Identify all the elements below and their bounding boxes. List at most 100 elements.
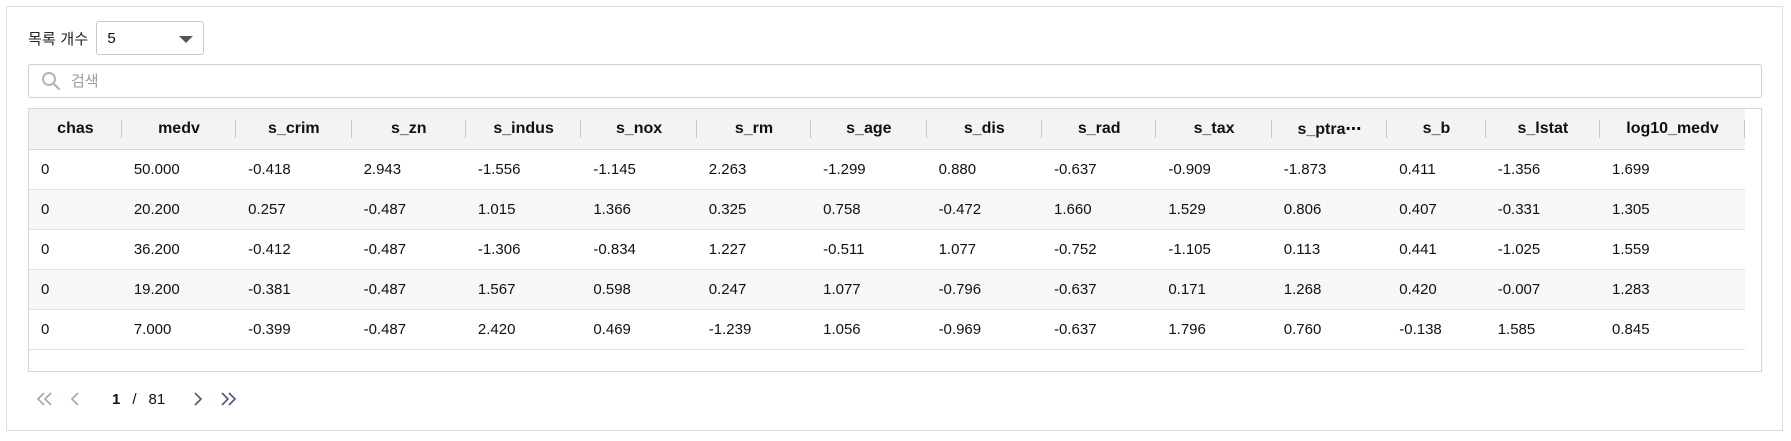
table-cell: 1.585 (1497, 320, 1536, 338)
current-page[interactable]: 1 (112, 390, 121, 408)
last-page-button[interactable] (217, 388, 239, 410)
table-cell: 0 (41, 320, 50, 338)
table-cell: -0.637 (1054, 320, 1097, 338)
column-header[interactable]: s_lstat (1485, 109, 1601, 150)
table-cell: -0.909 (1168, 160, 1211, 178)
table-cell: -1.556 (477, 160, 521, 178)
page-size-label: 목록 개수 (28, 30, 89, 48)
column-header[interactable]: medv (121, 109, 237, 150)
table-cell: 0.598 (593, 280, 631, 298)
page-size-value: 5 (107, 29, 116, 47)
page-size-control: 목록 개수 5 (28, 21, 205, 55)
table-cell: 0 (41, 240, 50, 258)
table-cell: -0.418 (248, 160, 291, 178)
table-cell: -0.487 (363, 200, 407, 218)
table-cell: 0.420 (1399, 280, 1437, 298)
table-row[interactable]: 0 36.200 -0.412 -0.487 -1.306 -0.834 1.227 -0.5… (29, 229, 1745, 269)
table-cell: 0 (41, 160, 50, 178)
column-header[interactable]: s_age (811, 109, 927, 150)
table-cell: 1.699 (1612, 160, 1650, 178)
table-cell: -1.025 (1497, 240, 1541, 258)
table-cell: -0.487 (363, 320, 407, 338)
column-header[interactable]: s_zn (351, 109, 466, 150)
table-cell: 1.283 (1612, 280, 1650, 298)
search-icon (42, 72, 61, 91)
search-input[interactable] (69, 71, 1723, 91)
table-cell: 50.000 (133, 160, 180, 178)
column-header[interactable]: s_tax (1156, 109, 1272, 150)
column-header[interactable]: s_dis (926, 109, 1043, 150)
next-page-button[interactable] (187, 388, 209, 410)
table-cell: 0.469 (593, 320, 631, 338)
table-cell: 0.171 (1168, 280, 1206, 298)
table-cell: 1.366 (593, 200, 631, 218)
column-header[interactable]: log10_medv (1600, 109, 1745, 150)
first-page-button[interactable] (34, 388, 56, 410)
pagination: 1 / 81 (34, 382, 247, 416)
total-pages: 81 (148, 390, 166, 408)
double-chevron-left-icon (36, 392, 52, 406)
table-cell: -1.873 (1283, 160, 1327, 178)
table-cell: 0 (41, 200, 50, 218)
table-row[interactable]: 0 50.000 -0.418 2.943 -1.556 -1.145 2.263 -1.29… (29, 149, 1745, 189)
table-cell: 0.880 (938, 160, 977, 178)
data-table: chas medv s_crim s_zn s_indus s_nox s_rm… (28, 108, 1762, 372)
table-cell: -0.796 (938, 280, 982, 298)
table-cell: -0.487 (363, 280, 407, 298)
table-cell: 1.529 (1168, 200, 1206, 218)
page-size-select[interactable]: 5 (96, 21, 205, 55)
table-cell: 1.015 (477, 200, 516, 218)
table-cell: -0.637 (1054, 280, 1097, 298)
table-cell: 1.077 (823, 280, 861, 298)
table-cell: -0.834 (593, 240, 636, 258)
table-cell: -0.381 (248, 280, 291, 298)
table-cell: -0.637 (1054, 160, 1097, 178)
prev-page-button[interactable] (64, 388, 86, 410)
table-cell: -0.752 (1054, 240, 1097, 258)
table-cell: 1.227 (708, 240, 747, 258)
column-header[interactable]: s_crim (236, 109, 352, 150)
column-header[interactable]: s_rm (696, 109, 812, 150)
column-header[interactable]: s_nox (581, 109, 697, 150)
table-cell: 1.559 (1612, 240, 1650, 258)
table-cell: -0.331 (1497, 200, 1541, 218)
table-cell: -1.105 (1168, 240, 1211, 258)
column-header[interactable]: s_ptra⋯ (1271, 109, 1388, 150)
table-row[interactable]: 0 7.000 -0.399 -0.487 2.420 0.469 -1.239 1.056 -… (29, 309, 1745, 349)
table-cell: -0.399 (248, 320, 291, 338)
table-cell: 1.305 (1612, 200, 1650, 218)
double-chevron-right-icon (221, 392, 237, 406)
table-cell: -0.487 (363, 240, 407, 258)
table-cell: 0.257 (248, 200, 286, 218)
table-cell: 0.247 (708, 280, 747, 298)
table-row[interactable]: 0 19.200 -0.381 -0.487 1.567 0.598 0.247 1.077 -… (29, 269, 1745, 309)
table-cell: 2.943 (363, 160, 402, 178)
table-cell: 1.567 (477, 280, 516, 298)
table-cell: 0.806 (1283, 200, 1322, 218)
column-header[interactable]: s_indus (465, 109, 582, 150)
table-cell: 0.441 (1399, 240, 1437, 258)
table-cell: 0.845 (1612, 320, 1650, 338)
table-cell: -1.356 (1497, 160, 1541, 178)
chevron-down-icon (179, 35, 194, 43)
table-cell: -0.138 (1399, 320, 1442, 338)
search-bar[interactable] (28, 64, 1762, 98)
table-cell: -0.007 (1497, 280, 1541, 298)
table-cell: -1.145 (593, 160, 636, 178)
table-cell: -1.239 (708, 320, 752, 338)
table-cell: 0.760 (1283, 320, 1322, 338)
table-cell: -0.412 (248, 240, 291, 258)
column-header[interactable]: s_rad (1042, 109, 1157, 150)
chevron-left-icon (70, 392, 79, 406)
table-cell: -0.511 (823, 240, 865, 258)
table-cell: 7.000 (133, 320, 172, 338)
table-cell: 1.056 (823, 320, 861, 338)
table-header-row: chas medv s_crim s_zn s_indus s_nox s_rm… (29, 109, 1745, 150)
table-row[interactable]: 0 20.200 0.257 -0.487 1.015 1.366 0.325 0.758 -0… (29, 189, 1745, 229)
column-header[interactable]: s_b (1387, 109, 1486, 150)
table-cell: 1.796 (1168, 320, 1206, 338)
table-cell: 0.407 (1399, 200, 1437, 218)
chevron-right-icon (194, 392, 203, 406)
column-header[interactable]: chas (29, 109, 122, 150)
table-cell: 0.325 (708, 200, 747, 218)
